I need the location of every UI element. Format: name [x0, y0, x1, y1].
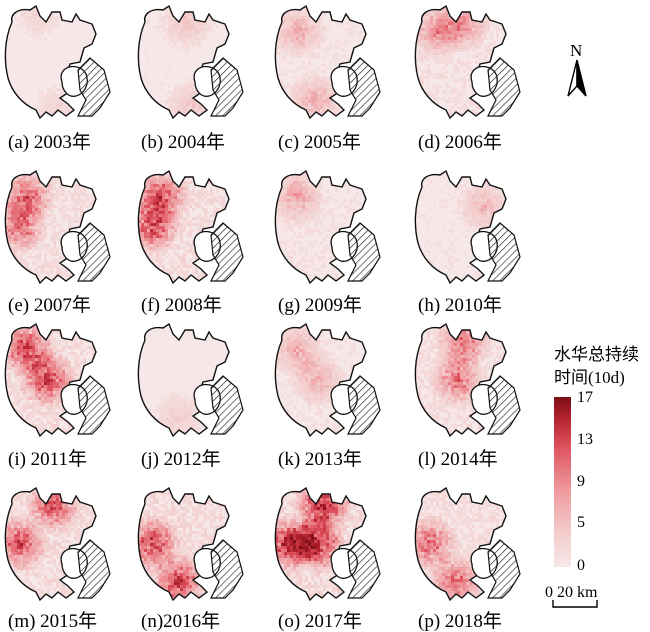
panel-caption: (g) 2009年	[278, 296, 362, 315]
panel-caption: (p) 2018年	[418, 612, 502, 631]
north-arrow-icon	[560, 42, 594, 100]
map-panel	[410, 165, 540, 289]
panel-caption: (d) 2006年	[418, 133, 502, 152]
map-panel	[0, 165, 130, 289]
map-panel	[270, 165, 400, 289]
map-panel	[410, 482, 540, 606]
panel-caption: (i) 2011年	[8, 450, 87, 469]
scale-bar-label: 0 20 km	[545, 585, 597, 601]
lake-map	[0, 0, 130, 124]
map-panel	[133, 165, 263, 289]
panel-caption: (f) 2008年	[141, 296, 222, 315]
map-panel	[270, 482, 400, 606]
lake-map	[133, 0, 263, 124]
lake-map	[270, 318, 400, 442]
legend-tick: 9	[577, 474, 585, 490]
lake-map	[0, 165, 130, 289]
panel-caption: (e) 2007年	[8, 296, 91, 315]
lake-map	[133, 165, 263, 289]
legend-unit: 时间(10d)	[554, 369, 625, 386]
panel-caption: (m) 2015年	[8, 612, 97, 631]
legend-tick: 5	[577, 515, 585, 531]
legend-title: 水华总持续	[554, 346, 639, 363]
scale-bar	[552, 600, 598, 608]
lake-map	[410, 165, 540, 289]
panel-caption: (l) 2014年	[418, 450, 498, 469]
map-panel	[0, 318, 130, 442]
lake-map	[133, 318, 263, 442]
map-panel	[133, 318, 263, 442]
map-panel	[410, 0, 540, 124]
map-panel	[270, 0, 400, 124]
lake-map	[270, 0, 400, 124]
lake-map	[270, 165, 400, 289]
panel-caption: (c) 2005年	[278, 133, 361, 152]
legend-tick: 13	[577, 432, 593, 448]
panel-caption: (j) 2012年	[141, 450, 221, 469]
map-panel	[133, 482, 263, 606]
panel-caption: (a) 2003年	[8, 133, 91, 152]
map-panel	[270, 318, 400, 442]
panel-caption: (o) 2017年	[278, 612, 362, 631]
lake-map	[0, 318, 130, 442]
map-panel	[133, 0, 263, 124]
legend-tick: 17	[577, 390, 593, 406]
panel-caption: (k) 2013年	[278, 450, 362, 469]
lake-map	[410, 0, 540, 124]
lake-map	[270, 482, 400, 606]
lake-map	[410, 482, 540, 606]
lake-map	[133, 482, 263, 606]
map-panel	[410, 318, 540, 442]
panel-caption: (h) 2010年	[418, 296, 502, 315]
panel-caption: (b) 2004年	[141, 133, 225, 152]
legend-tick: 0	[577, 558, 585, 574]
panel-caption: (n)2016年	[141, 612, 220, 631]
lake-map	[0, 482, 130, 606]
lake-map	[410, 318, 540, 442]
map-panel	[0, 482, 130, 606]
color-scale-bar	[554, 397, 571, 567]
map-panel	[0, 0, 130, 124]
